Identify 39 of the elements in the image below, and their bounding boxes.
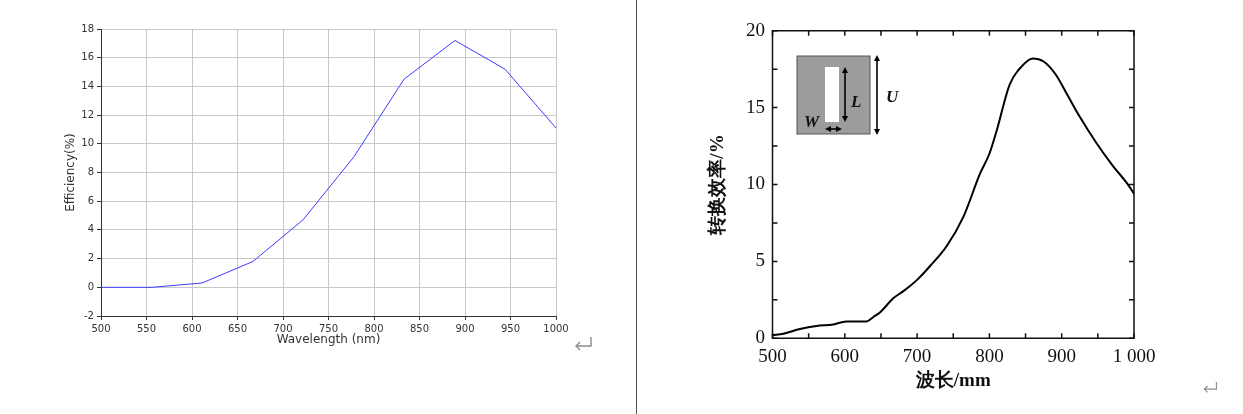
x-tick-label: 800 [364, 322, 384, 334]
annotation: W [804, 112, 821, 131]
x-tick-label: 850 [409, 322, 430, 334]
x-tick-label: 950 [500, 322, 521, 334]
annotation: U [886, 87, 899, 106]
x-tick-label: 700 [902, 344, 932, 366]
x-tick-label: 550 [136, 322, 157, 334]
y-tick-label: 20 [746, 18, 765, 40]
x-tick-label: 900 [1047, 344, 1076, 366]
x-tick-label: 600 [182, 322, 202, 334]
y-axis-title: 转换效率/% [706, 134, 728, 236]
x-tick-label: 1000 [543, 322, 569, 334]
x-axis-title: Wavelength (nm) [276, 331, 381, 346]
y-tick-label: -2 [84, 309, 94, 321]
x-axis-title: 波长/mm [914, 368, 991, 390]
y-tick-label: 12 [81, 108, 94, 120]
y-tick-label: 8 [87, 166, 94, 178]
y-tick-label: 10 [746, 172, 765, 194]
y-tick-label: 14 [81, 79, 94, 91]
x-tick-label: 800 [975, 344, 1004, 366]
x-tick-label: 750 [318, 322, 339, 334]
line-series [772, 57, 1134, 337]
x-tick-label: 650 [227, 322, 248, 334]
x-tick-label: 1 000 [1112, 344, 1156, 366]
x-tick-label: 900 [455, 322, 475, 334]
annotation: L [850, 92, 862, 111]
y-tick-label: 10 [81, 137, 94, 149]
y-tick-label: 5 [755, 249, 765, 271]
x-tick-label: 600 [830, 344, 860, 366]
y-tick-label: 4 [87, 223, 94, 235]
y-tick-label: 18 [81, 22, 94, 34]
y-tick-label: 0 [87, 280, 94, 292]
x-tick-label: 700 [273, 322, 293, 334]
y-tick-label: 16 [81, 51, 94, 63]
y-axis-title: Efficiency(%) [63, 133, 78, 212]
x-tick-label: 500 [91, 322, 111, 334]
y-tick-label: 15 [746, 95, 765, 117]
y-tick-label: 2 [87, 252, 94, 264]
y-tick-label: 6 [87, 194, 94, 206]
